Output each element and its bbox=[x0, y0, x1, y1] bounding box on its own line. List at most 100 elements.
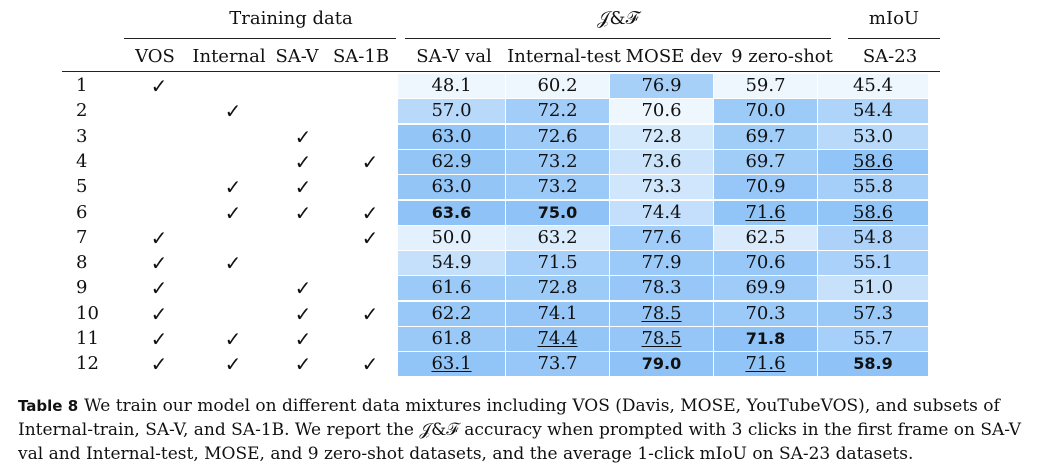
col-header-mose-dev: MOSE dev bbox=[625, 46, 723, 67]
caption-label: Table 8 bbox=[18, 397, 79, 415]
value-text: 61.6 bbox=[431, 277, 472, 299]
value-cell: 61.8 bbox=[398, 327, 505, 351]
checkmark-icon: ✓ bbox=[150, 301, 168, 326]
value-cell: 63.0 bbox=[398, 125, 505, 149]
heat-cell bbox=[398, 124, 505, 149]
value-cell: 63.2 bbox=[506, 226, 609, 250]
value-cell: 54.9 bbox=[398, 251, 505, 275]
heat-cell bbox=[818, 175, 928, 200]
heat-cell bbox=[714, 149, 817, 174]
value-cell: 55.1 bbox=[818, 251, 928, 275]
value-text: 71.5 bbox=[537, 252, 578, 274]
value-cell: 63.6 bbox=[398, 201, 505, 225]
col-header-sa-v: SA-V bbox=[275, 46, 319, 67]
checkmark-icon: ✓ bbox=[150, 276, 168, 301]
row-index: 6 bbox=[76, 201, 88, 223]
value-cell: 72.8 bbox=[506, 276, 609, 300]
value-text: 77.6 bbox=[641, 226, 682, 248]
value-cell: 73.6 bbox=[610, 150, 713, 174]
value-text: 55.7 bbox=[852, 328, 894, 349]
checkmark-icon: ✓ bbox=[224, 175, 242, 200]
heat-cell bbox=[714, 251, 817, 276]
value-cell: 58.9 bbox=[818, 352, 928, 376]
value-text: 57.3 bbox=[852, 302, 894, 324]
value-text: 72.2 bbox=[537, 100, 578, 122]
heat-cell bbox=[610, 327, 713, 351]
heat-cell bbox=[818, 99, 928, 124]
table-row: 6 ✓ ✓ ✓ 63.6 75.0 74.4 71.6 58.6 bbox=[62, 200, 940, 226]
heat-cell bbox=[818, 124, 928, 149]
heat-cell bbox=[398, 99, 505, 124]
heat-cell bbox=[506, 200, 609, 225]
checkmark-icon: ✓ bbox=[294, 327, 312, 351]
value-cell: 74.4 bbox=[610, 201, 713, 225]
value-cell: 57.0 bbox=[398, 99, 505, 123]
value-cell: 57.3 bbox=[818, 302, 928, 326]
value-cell: 53.0 bbox=[818, 125, 928, 149]
value-text: 54.4 bbox=[852, 100, 894, 122]
value-cell: 71.5 bbox=[506, 251, 609, 275]
value-cell: 50.0 bbox=[398, 226, 505, 250]
heat-cell bbox=[714, 276, 817, 301]
heat-cell bbox=[818, 327, 928, 351]
value-text: 78.5 bbox=[641, 328, 682, 349]
group-header-miou: mIoU bbox=[868, 8, 920, 29]
heat-cell bbox=[714, 74, 817, 98]
heat-cell bbox=[398, 175, 505, 200]
table-row: 10 ✓ ✓ ✓ 62.2 74.1 78.5 70.3 57.3 bbox=[62, 301, 940, 327]
row-index: 5 bbox=[76, 176, 88, 198]
table-row: 11 ✓ ✓ ✓ 61.8 74.4 78.5 71.8 55.7 bbox=[62, 327, 940, 352]
heat-cell bbox=[398, 251, 505, 276]
value-text: 73.6 bbox=[641, 150, 682, 172]
heat-cell bbox=[714, 352, 817, 377]
value-text: 62.9 bbox=[431, 150, 472, 172]
value-text: 63.0 bbox=[431, 176, 472, 198]
value-text: 70.0 bbox=[745, 100, 786, 122]
heat-cell bbox=[506, 251, 609, 276]
row-index: 8 bbox=[76, 252, 88, 274]
value-cell: 70.9 bbox=[714, 175, 817, 199]
col-header-internal: Internal bbox=[192, 46, 266, 67]
value-text: 50.0 bbox=[431, 226, 472, 248]
col-header-9-zero-shot: 9 zero-shot bbox=[731, 46, 833, 67]
value-text: 70.6 bbox=[745, 252, 786, 274]
value-text: 71.6 bbox=[745, 353, 786, 375]
value-cell: 48.1 bbox=[398, 74, 505, 98]
checkmark-icon: ✓ bbox=[294, 352, 312, 377]
heat-cell bbox=[398, 200, 505, 225]
value-text: 76.9 bbox=[641, 75, 682, 96]
checkmark-icon: ✓ bbox=[361, 301, 379, 326]
heat-cell bbox=[818, 74, 928, 98]
value-cell: 74.4 bbox=[506, 327, 609, 351]
checkmark-icon: ✓ bbox=[294, 301, 312, 326]
heat-cell bbox=[818, 149, 928, 174]
checkmark-icon: ✓ bbox=[150, 352, 168, 377]
heat-cell bbox=[610, 276, 713, 301]
value-cell: 60.2 bbox=[506, 74, 609, 98]
row-index: 2 bbox=[76, 100, 88, 122]
value-cell: 63.0 bbox=[398, 175, 505, 199]
heat-cell bbox=[610, 251, 713, 276]
value-text: 72.8 bbox=[641, 125, 682, 147]
heat-cell bbox=[610, 124, 713, 149]
table-row: 1 ✓ 48.1 60.2 76.9 59.7 45.4 bbox=[62, 74, 940, 99]
table-row: 5 ✓ ✓ 63.0 73.2 73.3 70.9 55.8 bbox=[62, 175, 940, 200]
heat-cell bbox=[818, 352, 928, 377]
value-text: 79.0 bbox=[641, 354, 682, 374]
value-text: 63.2 bbox=[537, 226, 578, 248]
group-header-training-data: Training data bbox=[229, 8, 353, 29]
row-index: 10 bbox=[76, 302, 99, 324]
row-index: 11 bbox=[76, 328, 99, 349]
heat-cell bbox=[610, 74, 713, 98]
checkmark-icon: ✓ bbox=[150, 251, 168, 276]
header-rule bbox=[62, 71, 940, 72]
heat-cell bbox=[610, 225, 713, 250]
value-text: 55.8 bbox=[852, 176, 894, 198]
heat-cell bbox=[714, 124, 817, 149]
row-index: 12 bbox=[76, 353, 99, 375]
value-text: 69.9 bbox=[745, 277, 786, 299]
value-cell: 62.5 bbox=[714, 226, 817, 250]
value-cell: 58.6 bbox=[818, 150, 928, 174]
value-text: 51.0 bbox=[852, 277, 894, 299]
